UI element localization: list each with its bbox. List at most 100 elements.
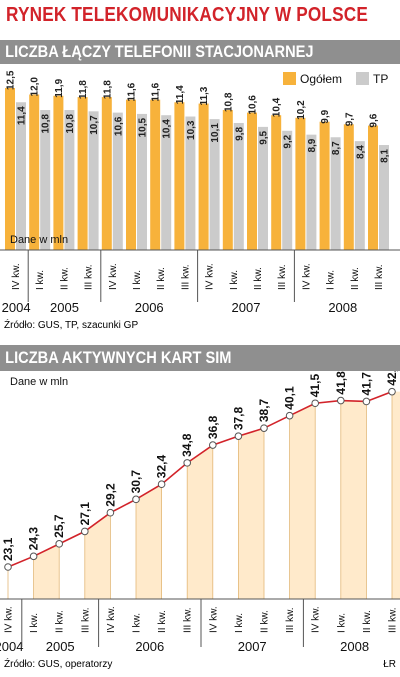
bar-tp: [209, 119, 220, 250]
sim-point: [183, 459, 191, 467]
bar-tp: [64, 110, 75, 250]
label-tp: 9,5: [259, 130, 270, 144]
sim-value-label: 38,7: [257, 398, 271, 422]
bar-tp: [354, 141, 365, 250]
sim-point: [234, 432, 243, 440]
label-ogolem: 9,6: [369, 113, 380, 127]
sim-value-label: 30,7: [129, 470, 143, 494]
sim-point: [285, 411, 294, 420]
sim-value-label: 37,8: [231, 406, 245, 430]
label-tp: 9,8: [234, 127, 245, 141]
quarter-label: II kw.: [157, 610, 168, 633]
legend-label-ogolem: Ogółem: [300, 72, 342, 86]
sim-point: [260, 424, 268, 432]
sim-point: [132, 495, 140, 504]
quarter-label: II kw.: [253, 267, 264, 290]
year-label: 2006: [135, 300, 164, 315]
quarter-label: III kw.: [183, 607, 194, 633]
quarter-label: IV kw.: [311, 606, 322, 633]
chart1-source: Źródło: GUS, TP, szacunki GP: [4, 320, 139, 331]
quarter-label: I kw.: [234, 613, 245, 633]
sim-value-label: 27,1: [78, 502, 92, 526]
quarter-label: IV kw.: [108, 263, 119, 290]
quarter-label: II kw.: [156, 267, 167, 290]
signature: ŁR: [383, 659, 396, 670]
label-tp: 8,9: [307, 138, 318, 152]
sim-value-label: 40,1: [283, 386, 297, 410]
bar-tp: [40, 110, 51, 250]
bar-tp: [379, 145, 389, 250]
quarter-label: IV kw.: [301, 263, 312, 290]
quarter-label: I kw.: [336, 613, 347, 633]
label-ogolem: 12,5: [6, 70, 17, 90]
label-tp: 10,8: [41, 114, 52, 134]
label-tp: 8,4: [355, 145, 366, 159]
sim-value-label: 41,8: [334, 371, 348, 395]
label-tp: 10,8: [65, 114, 76, 134]
unit-label: Dane w mln: [10, 234, 68, 246]
quarter-label: II kw.: [260, 610, 271, 633]
sim-point: [362, 397, 371, 406]
bar-ogolem: [222, 110, 233, 250]
quarter-label: III kw.: [285, 607, 296, 633]
bar-ogolem: [53, 95, 64, 250]
label-ogolem: 9,7: [344, 112, 355, 126]
year-label: 2007: [238, 639, 267, 654]
label-ogolem: 11,6: [151, 82, 162, 101]
bar-tp: [137, 113, 147, 250]
label-ogolem: 9,9: [320, 109, 331, 123]
year-label: 2004: [2, 300, 31, 315]
bar-ogolem: [343, 124, 354, 250]
area-band: [289, 403, 316, 599]
bar-tp: [282, 130, 293, 250]
label-tp: 10,5: [138, 117, 149, 137]
bar-tp: [88, 111, 99, 250]
year-label: 2005: [50, 300, 79, 315]
quarter-label: II kw.: [350, 267, 361, 290]
sim-value-label: 42,8: [385, 371, 399, 386]
quarter-label: III kw.: [180, 264, 191, 290]
bar-ogolem: [319, 121, 330, 250]
bar-ogolem: [368, 125, 378, 250]
sim-point: [209, 441, 217, 449]
unit-label: Dane w mln: [10, 376, 68, 388]
quarter-label: IV kw.: [208, 606, 219, 633]
sim-cards-chart: 23,1 IV kw. 24,3 I kw. 25,7 II kw. 27,1 III kw.…: [0, 371, 400, 654]
year-label: 2006: [135, 639, 164, 654]
area-band: [187, 445, 213, 599]
year-label: 2007: [232, 300, 261, 315]
label-ogolem: 10,4: [272, 97, 283, 117]
chart1-header-text: LICZBA ŁĄCZY TELEFONII STACJONARNEJ: [5, 42, 314, 61]
quarter-label: II kw.: [362, 610, 373, 633]
sim-value-label: 41,7: [359, 372, 373, 396]
quarter-label: I kw.: [35, 270, 46, 290]
sim-line: [7, 390, 393, 568]
label-ogolem: 10,2: [296, 100, 307, 120]
quarter-label: IV kw.: [205, 263, 216, 290]
quarter-label: III kw.: [388, 607, 399, 633]
sim-point: [337, 396, 345, 405]
sim-value-label: 32,4: [155, 455, 169, 479]
year-label: 2008: [340, 639, 369, 654]
bar-ogolem: [101, 97, 112, 251]
quarter-label: I kw.: [326, 270, 337, 290]
bar-ogolem: [29, 94, 40, 250]
quarter-label: IV kw.: [11, 263, 22, 290]
quarter-label: I kw.: [29, 613, 40, 633]
bar-ogolem: [150, 99, 161, 250]
quarter-label: III kw.: [277, 264, 288, 290]
label-tp: 10,3: [186, 120, 197, 140]
quarter-label: I kw.: [132, 613, 143, 633]
chart1-header: LICZBA ŁĄCZY TELEFONII STACJONARNEJ: [0, 40, 400, 64]
bar-ogolem: [295, 117, 306, 250]
label-ogolem: 11,8: [102, 80, 113, 99]
area-band: [238, 428, 264, 599]
label-tp: 9,2: [283, 134, 294, 148]
label-ogolem: 11,3: [199, 86, 210, 105]
sim-value-label: 34,8: [180, 433, 194, 457]
sim-point: [4, 563, 12, 571]
fixed-line-chart: 12,5 11,4 IV kw. 12,0 10,8 I kw. 11,9 10,8 II kw…: [0, 70, 400, 315]
quarter-label: III kw.: [84, 264, 95, 290]
quarter-label: III kw.: [374, 264, 385, 290]
label-tp: 10,6: [113, 116, 124, 136]
